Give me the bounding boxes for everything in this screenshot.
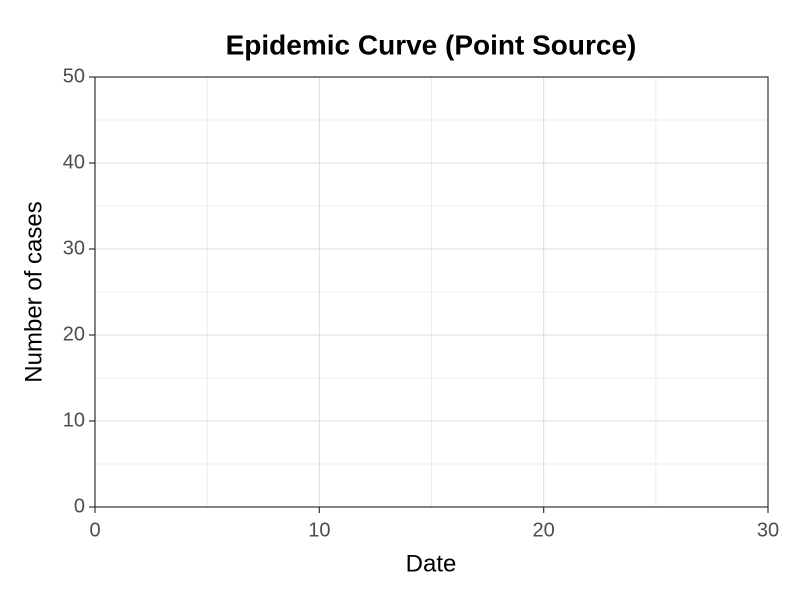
y-tick-label: 30	[63, 237, 85, 259]
y-tick-label: 10	[63, 409, 85, 431]
x-tick-label: 0	[89, 519, 100, 541]
plot-border	[94, 76, 769, 508]
x-axis-label: Date	[406, 550, 457, 577]
x-tick-label: 30	[757, 519, 779, 541]
x-tick-label: 10	[308, 519, 330, 541]
chart-title: Epidemic Curve (Point Source)	[226, 29, 637, 60]
y-tick-label: 20	[63, 323, 85, 345]
x-tick-label: 20	[533, 519, 555, 541]
y-tick-label: 50	[63, 65, 85, 87]
y-tick-label: 40	[63, 151, 85, 173]
y-tick-label: 0	[74, 495, 85, 517]
y-axis-label: Number of cases	[20, 201, 47, 382]
